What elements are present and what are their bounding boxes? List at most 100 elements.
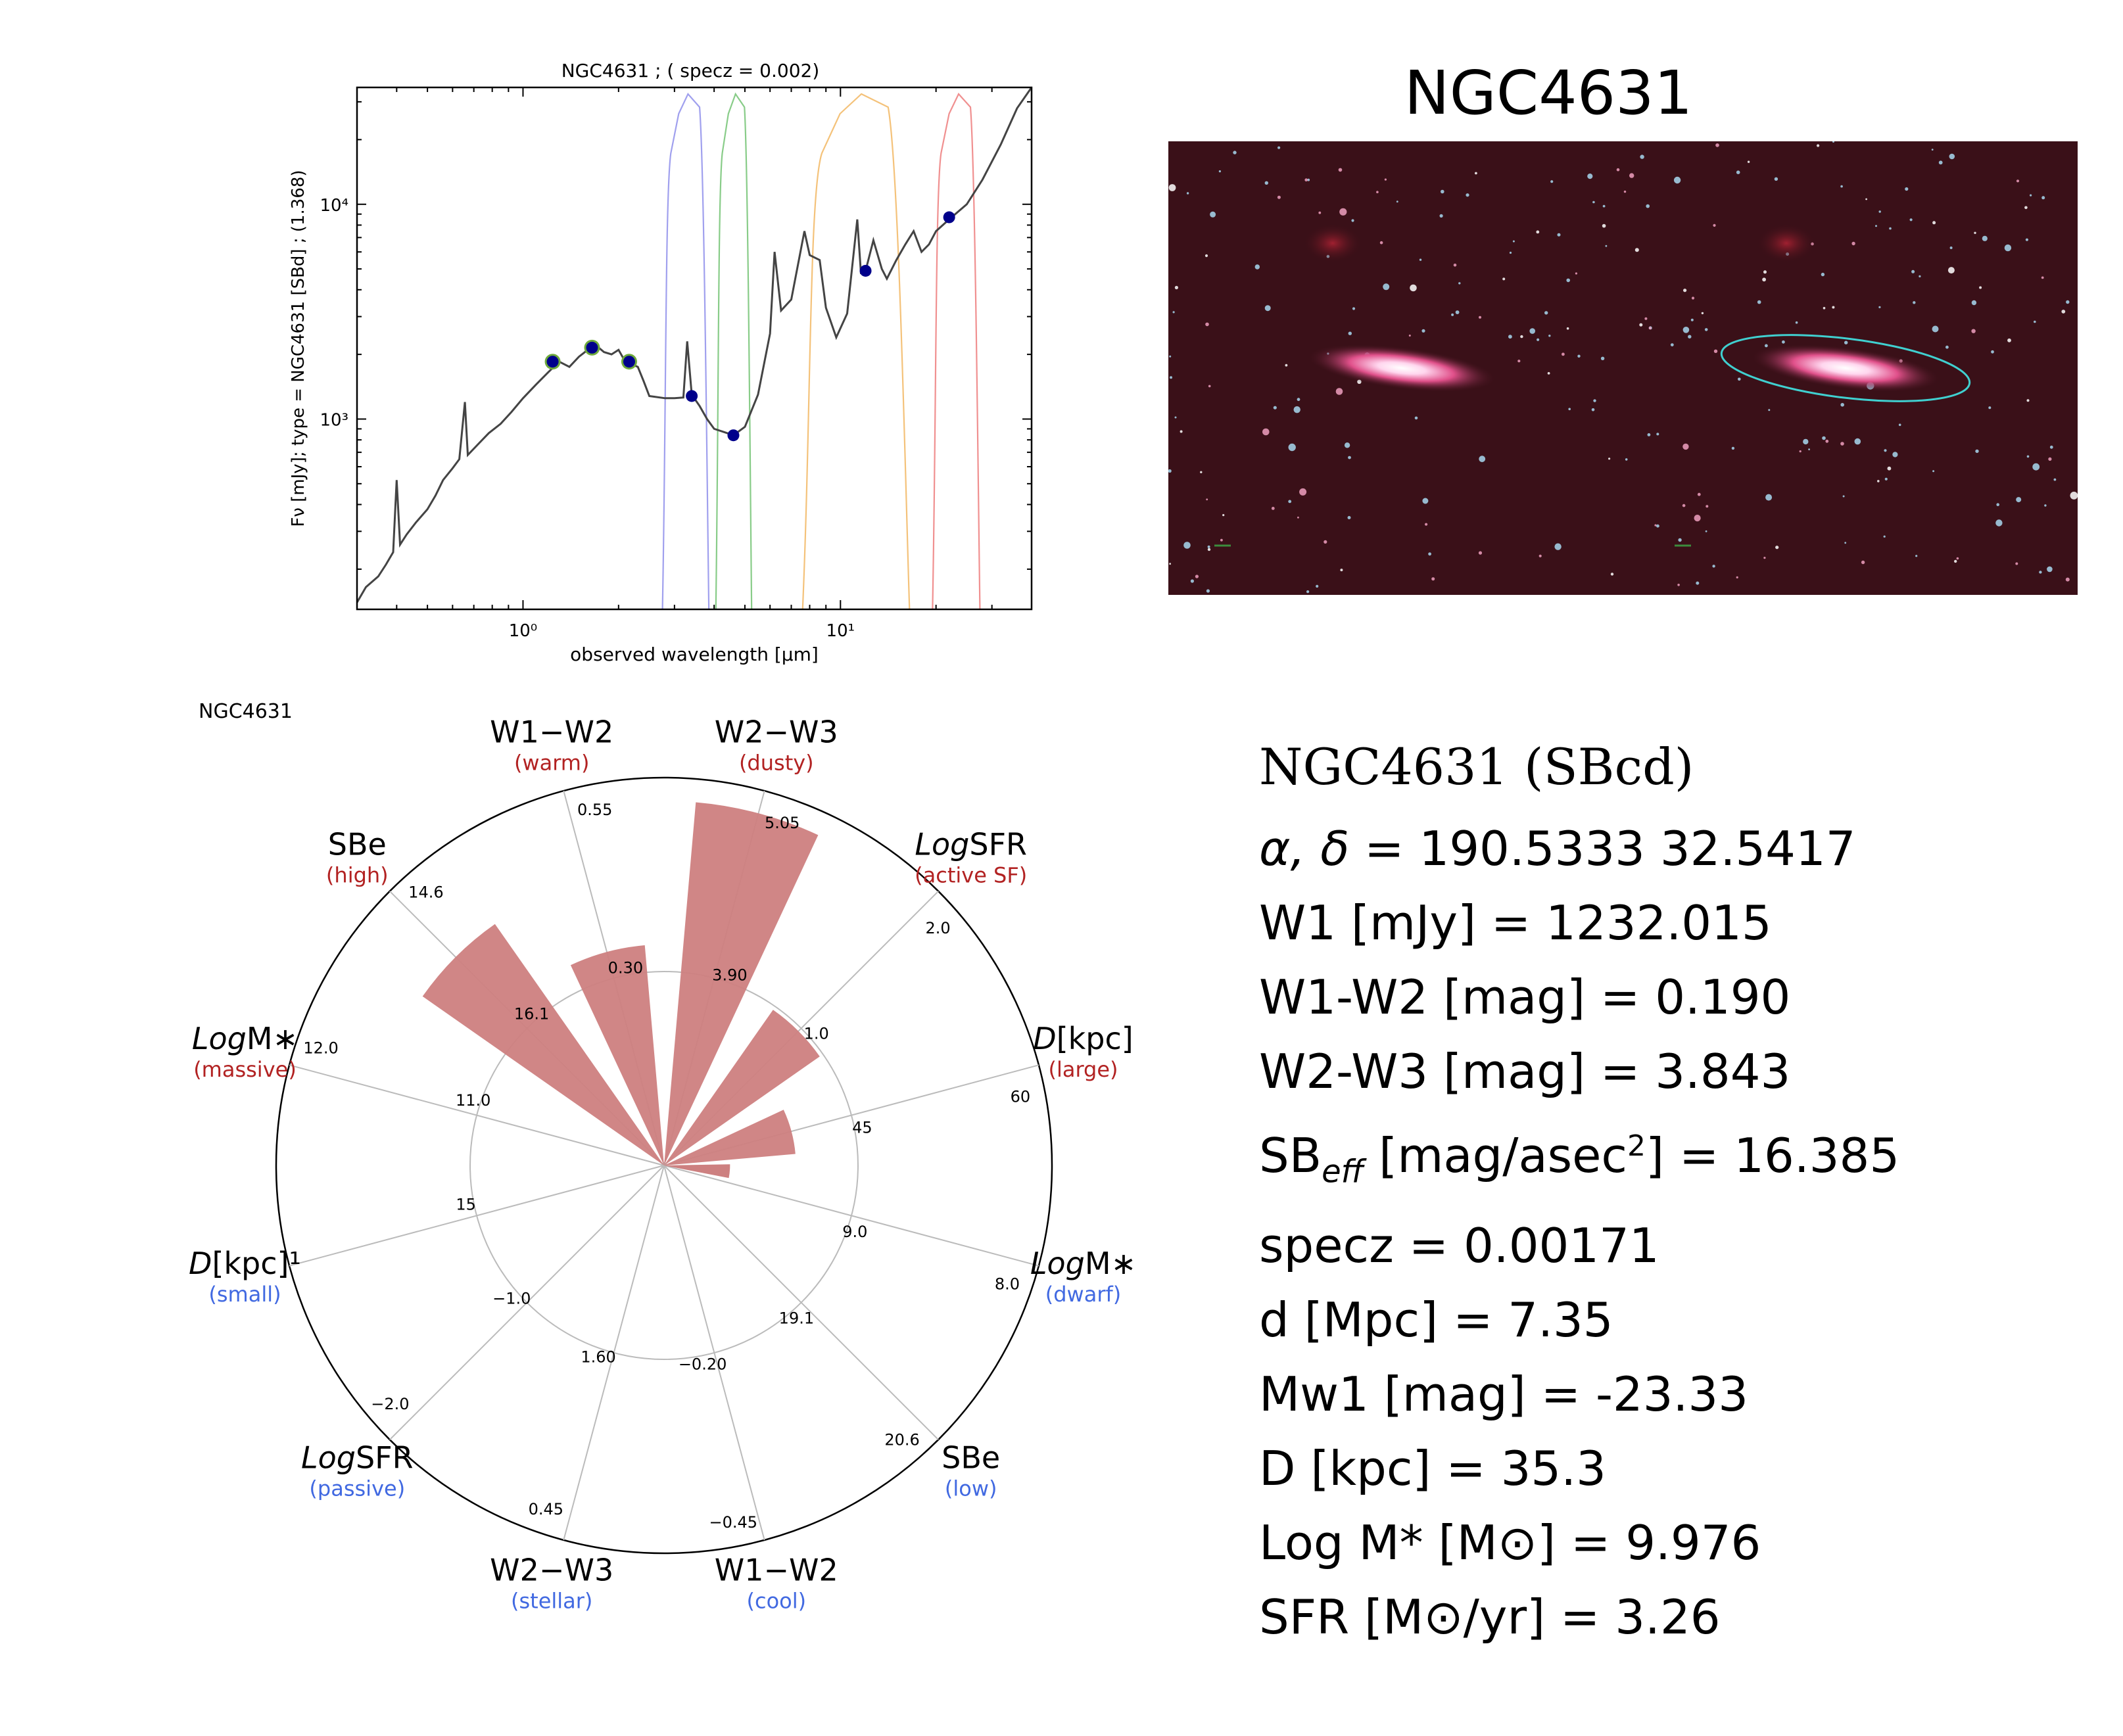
polar-tick-label: 14.6 — [408, 883, 443, 901]
info-row-w2w3: W2-W3 [mag] = 3.843 — [1259, 1035, 1899, 1109]
info-label-sup: 2 — [1627, 1129, 1646, 1163]
star — [1625, 458, 1628, 461]
star — [1592, 200, 1595, 204]
photometry-point — [686, 390, 698, 402]
star — [1479, 456, 1486, 463]
star — [1673, 176, 1681, 184]
star — [1938, 160, 1943, 165]
star — [1817, 144, 1820, 147]
star — [1854, 438, 1861, 445]
star — [1844, 340, 1848, 344]
star — [1208, 385, 1211, 388]
polar-tick-label: −1.0 — [492, 1289, 531, 1307]
polar-axis-labels: W1−W2(warm)W2−W3(dusty)LogSFR(active SF)… — [189, 715, 1136, 1614]
star — [1307, 178, 1310, 181]
star — [1183, 542, 1191, 549]
star — [1884, 449, 1887, 452]
star — [1537, 338, 1540, 341]
polar-spoke — [389, 1165, 665, 1440]
star — [1832, 306, 1835, 309]
polar-axis-name: SBe — [942, 1440, 1000, 1476]
info-label: specz — [1259, 1218, 1394, 1274]
polar-spoke — [289, 1064, 665, 1166]
star — [1931, 149, 1934, 151]
info-row-diameter: D [kpc] = 35.3 — [1259, 1432, 1899, 1506]
star — [1971, 329, 1976, 333]
star — [1562, 352, 1565, 356]
star — [1713, 223, 1716, 227]
star — [1316, 584, 1319, 588]
polar-axis-label: D[kpc](large) — [1033, 1021, 1133, 1082]
star — [1517, 360, 1521, 363]
star — [1909, 218, 1913, 222]
star — [1705, 530, 1707, 532]
star — [1293, 406, 1300, 413]
polar-axis-sublabel: (large) — [1048, 1057, 1118, 1082]
polar-spoke — [563, 1165, 665, 1541]
star — [1608, 457, 1611, 460]
star — [1600, 356, 1605, 360]
galaxy-image-canvas — [1168, 141, 2078, 595]
star — [1706, 505, 1709, 508]
star — [1982, 235, 1988, 241]
star — [1306, 590, 1310, 594]
star — [1384, 178, 1387, 181]
polar-axis-name: D[kpc]¹ — [189, 1246, 301, 1281]
sed-xtick-label: 10¹ — [826, 621, 855, 641]
polar-bars — [422, 802, 820, 1179]
star — [1971, 300, 1977, 306]
polar-tick-label: 15 — [456, 1196, 476, 1214]
star — [1168, 184, 1176, 191]
star — [1865, 198, 1867, 200]
star — [1762, 277, 1766, 282]
star — [1376, 191, 1379, 193]
star — [1634, 248, 1639, 252]
star — [1911, 270, 1915, 273]
star — [1877, 480, 1880, 482]
star — [1422, 498, 1429, 504]
star — [1169, 355, 1172, 358]
polar-tick-label: 2.0 — [926, 919, 951, 937]
polar-tick-label: −2.0 — [371, 1395, 409, 1413]
star-field — [1168, 141, 2078, 594]
star — [1557, 233, 1561, 237]
polar-tick-label: −0.20 — [679, 1355, 727, 1373]
info-label: [mag/asec — [1364, 1128, 1627, 1183]
star — [1548, 335, 1551, 337]
star — [2016, 497, 2022, 503]
star — [1688, 335, 1692, 339]
info-value: = 1232.015 — [1476, 895, 1772, 950]
aperture-ellipse — [1720, 334, 1971, 402]
star — [2024, 206, 2028, 210]
polar-title: NGC4631 — [199, 700, 293, 723]
star — [2034, 320, 2036, 323]
star — [1795, 321, 1798, 324]
star — [1520, 335, 1523, 339]
star — [1254, 264, 1260, 270]
filter-curves — [661, 92, 981, 609]
star — [1340, 569, 1343, 572]
star — [1210, 211, 1216, 218]
star — [1347, 516, 1351, 519]
star — [1512, 240, 1515, 243]
star — [1602, 223, 1606, 228]
galaxy-right — [1751, 344, 1940, 392]
star — [1648, 327, 1652, 330]
star — [1851, 241, 1855, 246]
star — [1425, 523, 1428, 526]
photometry-point — [621, 354, 637, 370]
polar-axis-label: LogSFR(active SF) — [915, 826, 1027, 887]
polar-axis-name: LogM∗ — [1030, 1246, 1136, 1281]
sed-template-line — [357, 87, 1032, 603]
filter-curve-W1 — [661, 93, 710, 609]
polar-axis-label: LogSFR(passive) — [301, 1440, 414, 1501]
star — [1605, 245, 1608, 247]
star — [1875, 225, 1877, 227]
star — [1991, 350, 1994, 354]
star — [2039, 571, 2042, 574]
star — [1410, 284, 1417, 292]
star — [1919, 275, 1921, 277]
star — [2044, 504, 2047, 507]
star — [1479, 316, 1481, 319]
star — [1629, 173, 1634, 178]
